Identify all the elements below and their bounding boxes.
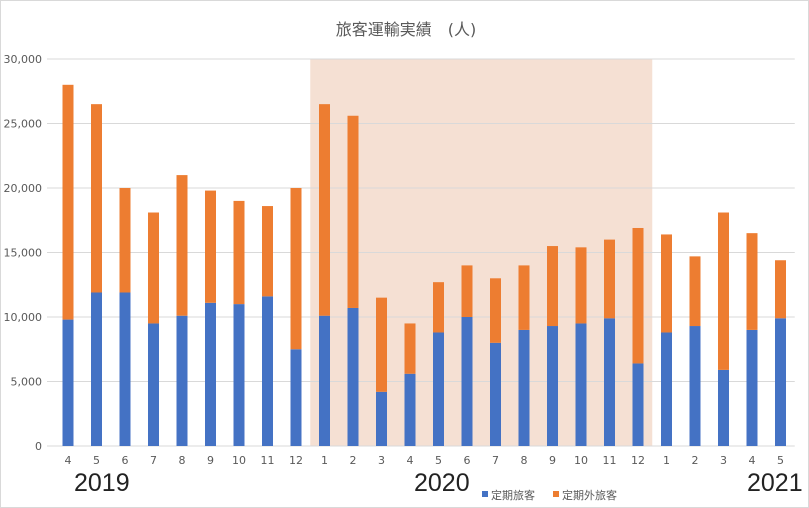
bar-regular: [262, 296, 273, 446]
bar-regular: [205, 302, 216, 446]
bar-non-regular: [319, 104, 330, 316]
bar-regular: [718, 369, 729, 446]
bar-regular: [376, 391, 387, 446]
bar-non-regular: [632, 227, 644, 364]
x-tick-label: 5: [435, 454, 442, 467]
x-tick-label: 2: [692, 454, 699, 467]
bar-regular: [775, 318, 786, 446]
x-tick-label: 11: [603, 454, 617, 467]
x-tick-label: 12: [631, 454, 645, 467]
legend-label: 定期旅客: [491, 488, 535, 502]
x-tick-label: 5: [777, 454, 784, 467]
bar-regular: [119, 292, 131, 446]
bar-non-regular: [518, 265, 530, 330]
bar-non-regular: [404, 323, 416, 374]
bar-non-regular: [604, 239, 615, 319]
bar-non-regular: [718, 212, 729, 370]
x-tick-label: 2: [350, 454, 357, 467]
bar-non-regular: [490, 278, 501, 343]
bar-non-regular: [233, 200, 245, 305]
y-tick-label: 30,000: [4, 53, 43, 66]
bar-non-regular: [661, 234, 672, 333]
bar-regular: [547, 326, 558, 446]
year-label: 2019: [74, 469, 130, 497]
x-tick-label: 7: [150, 454, 157, 467]
bar-regular: [689, 326, 701, 446]
bar-regular: [518, 329, 530, 446]
y-tick-label: 10,000: [4, 311, 43, 324]
bar-non-regular: [376, 297, 387, 392]
x-tick-label: 4: [749, 454, 756, 467]
bar-non-regular: [262, 206, 273, 297]
legend-swatch: [482, 491, 488, 497]
bar-non-regular: [205, 190, 216, 303]
x-tick-label: 8: [521, 454, 528, 467]
bar-non-regular: [547, 246, 558, 327]
bar-non-regular: [575, 247, 587, 324]
x-tick-label: 12: [289, 454, 303, 467]
x-tick-label: 11: [261, 454, 275, 467]
chart-title: 旅客運輸実績 (人): [336, 20, 477, 39]
bar-regular: [290, 349, 302, 446]
bar-regular: [176, 315, 188, 446]
bar-non-regular: [62, 84, 74, 320]
bar-non-regular: [176, 175, 188, 316]
x-tick-label: 1: [663, 454, 670, 467]
bar-regular: [433, 332, 444, 446]
bar-regular: [91, 292, 102, 446]
bar-regular: [661, 332, 672, 446]
bar-non-regular: [119, 188, 131, 293]
x-tick-label: 4: [65, 454, 72, 467]
bar-non-regular: [689, 256, 701, 327]
bar-regular: [148, 323, 159, 446]
x-tick-label: 9: [207, 454, 214, 467]
bar-non-regular: [290, 188, 302, 350]
bar-regular: [575, 323, 587, 446]
bar-regular: [404, 373, 416, 446]
y-tick-label: 5,000: [11, 376, 43, 389]
x-tick-label: 6: [464, 454, 471, 467]
x-tick-label: 10: [232, 454, 246, 467]
bar-regular: [746, 329, 758, 446]
bar-regular: [347, 307, 359, 446]
bar-regular: [62, 319, 74, 446]
y-tick-label: 20,000: [4, 182, 43, 195]
x-tick-label: 7: [492, 454, 499, 467]
x-tick-label: 10: [574, 454, 588, 467]
bar-non-regular: [148, 212, 159, 324]
x-tick-label: 4: [407, 454, 414, 467]
bar-non-regular: [775, 260, 786, 319]
bar-non-regular: [433, 282, 444, 333]
x-tick-label: 6: [122, 454, 129, 467]
bar-regular: [461, 317, 473, 446]
year-label: 2020: [414, 469, 470, 497]
x-tick-label: 8: [179, 454, 186, 467]
legend-label: 定期外旅客: [562, 488, 617, 502]
bar-regular: [490, 342, 501, 446]
bar-non-regular: [746, 233, 758, 330]
x-tick-label: 3: [720, 454, 727, 467]
y-tick-label: 25,000: [4, 118, 43, 131]
bar-non-regular: [347, 115, 359, 308]
year-label: 2021: [747, 469, 803, 497]
bar-regular: [604, 318, 615, 446]
x-tick-label: 3: [378, 454, 385, 467]
y-tick-label: 0: [35, 440, 42, 453]
bar-non-regular: [461, 265, 473, 317]
x-tick-label: 5: [93, 454, 100, 467]
x-tick-label: 9: [549, 454, 556, 467]
bar-regular: [632, 363, 644, 446]
legend-swatch: [553, 491, 559, 497]
bar-non-regular: [91, 104, 102, 293]
y-tick-label: 15,000: [4, 247, 43, 260]
x-tick-label: 1: [321, 454, 328, 467]
bar-regular: [233, 304, 245, 446]
bar-regular: [319, 315, 330, 446]
